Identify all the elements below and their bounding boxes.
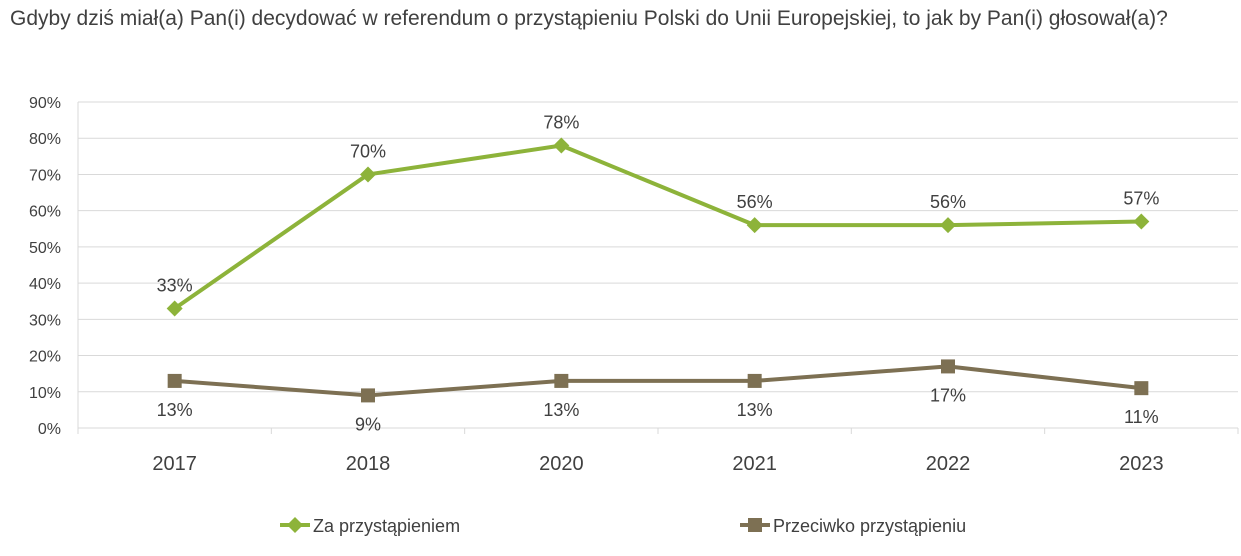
data-label: 17% (930, 385, 966, 405)
x-tick-label: 2017 (152, 453, 197, 475)
series-line (174, 364, 1142, 398)
y-tick-label: 40% (29, 276, 61, 293)
data-point (747, 373, 762, 388)
y-tick-label: 70% (29, 167, 61, 184)
x-tick-label: 2021 (732, 453, 777, 475)
data-label: 56% (737, 192, 773, 212)
legend: Za przystąpieniem Przeciwko przystąpieniu (280, 516, 966, 536)
data-point (1134, 381, 1149, 396)
data-labels: 33% 70% 78% 56% 56% 57% 13% 9% 13% 13% 17% 11% (157, 112, 1160, 434)
data-point (941, 359, 955, 374)
series-lines (166, 137, 1150, 403)
series-przeciwko-przystapieniu (167, 359, 1149, 403)
y-tick-label: 90% (29, 95, 61, 112)
y-tick-label: 30% (29, 312, 61, 329)
data-label: 13% (157, 400, 193, 420)
y-tick-label: 60% (29, 204, 61, 221)
y-tick-label: 0% (38, 421, 61, 438)
gridlines (78, 101, 1238, 393)
x-tick-label: 2020 (539, 453, 584, 475)
data-point (746, 217, 763, 234)
y-tick-label: 50% (29, 240, 61, 257)
data-label: 78% (543, 112, 579, 132)
data-point (360, 166, 376, 183)
legend-label: Przeciwko przystąpieniu (773, 516, 966, 536)
data-point (553, 137, 570, 154)
legend-marker (748, 518, 762, 532)
data-label: 11% (1124, 407, 1159, 427)
data-label: 13% (737, 400, 773, 420)
x-tick-label: 2023 (1119, 453, 1164, 475)
data-label: 57% (1123, 189, 1159, 209)
data-point (940, 217, 956, 234)
axes: 0% 10% 20% 30% 40% 50% 60% 70% 80% 90% 2017 2018 202… (29, 95, 1239, 475)
x-tick-label: 2018 (346, 453, 391, 475)
x-tick-label: 2022 (926, 453, 971, 475)
data-label: 56% (930, 192, 966, 212)
y-tick-label: 80% (29, 131, 61, 148)
data-label: 33% (157, 275, 193, 295)
legend-label: Za przystąpieniem (313, 516, 460, 536)
data-point (1133, 213, 1150, 230)
data-point (166, 300, 183, 317)
chart-title: Gdyby dziś miał(a) Pan(i) decydować w re… (10, 7, 1168, 30)
data-point (554, 373, 569, 388)
series-line (173, 143, 1142, 311)
y-tick-label: 10% (29, 385, 61, 402)
data-point (361, 388, 375, 403)
data-label: 70% (350, 141, 386, 161)
y-tick-label: 20% (29, 349, 61, 366)
legend-marker (287, 517, 303, 533)
data-label: 9% (355, 414, 381, 434)
series-za-przystapieniem (166, 137, 1150, 317)
data-label: 13% (543, 400, 579, 420)
data-point (167, 373, 182, 388)
